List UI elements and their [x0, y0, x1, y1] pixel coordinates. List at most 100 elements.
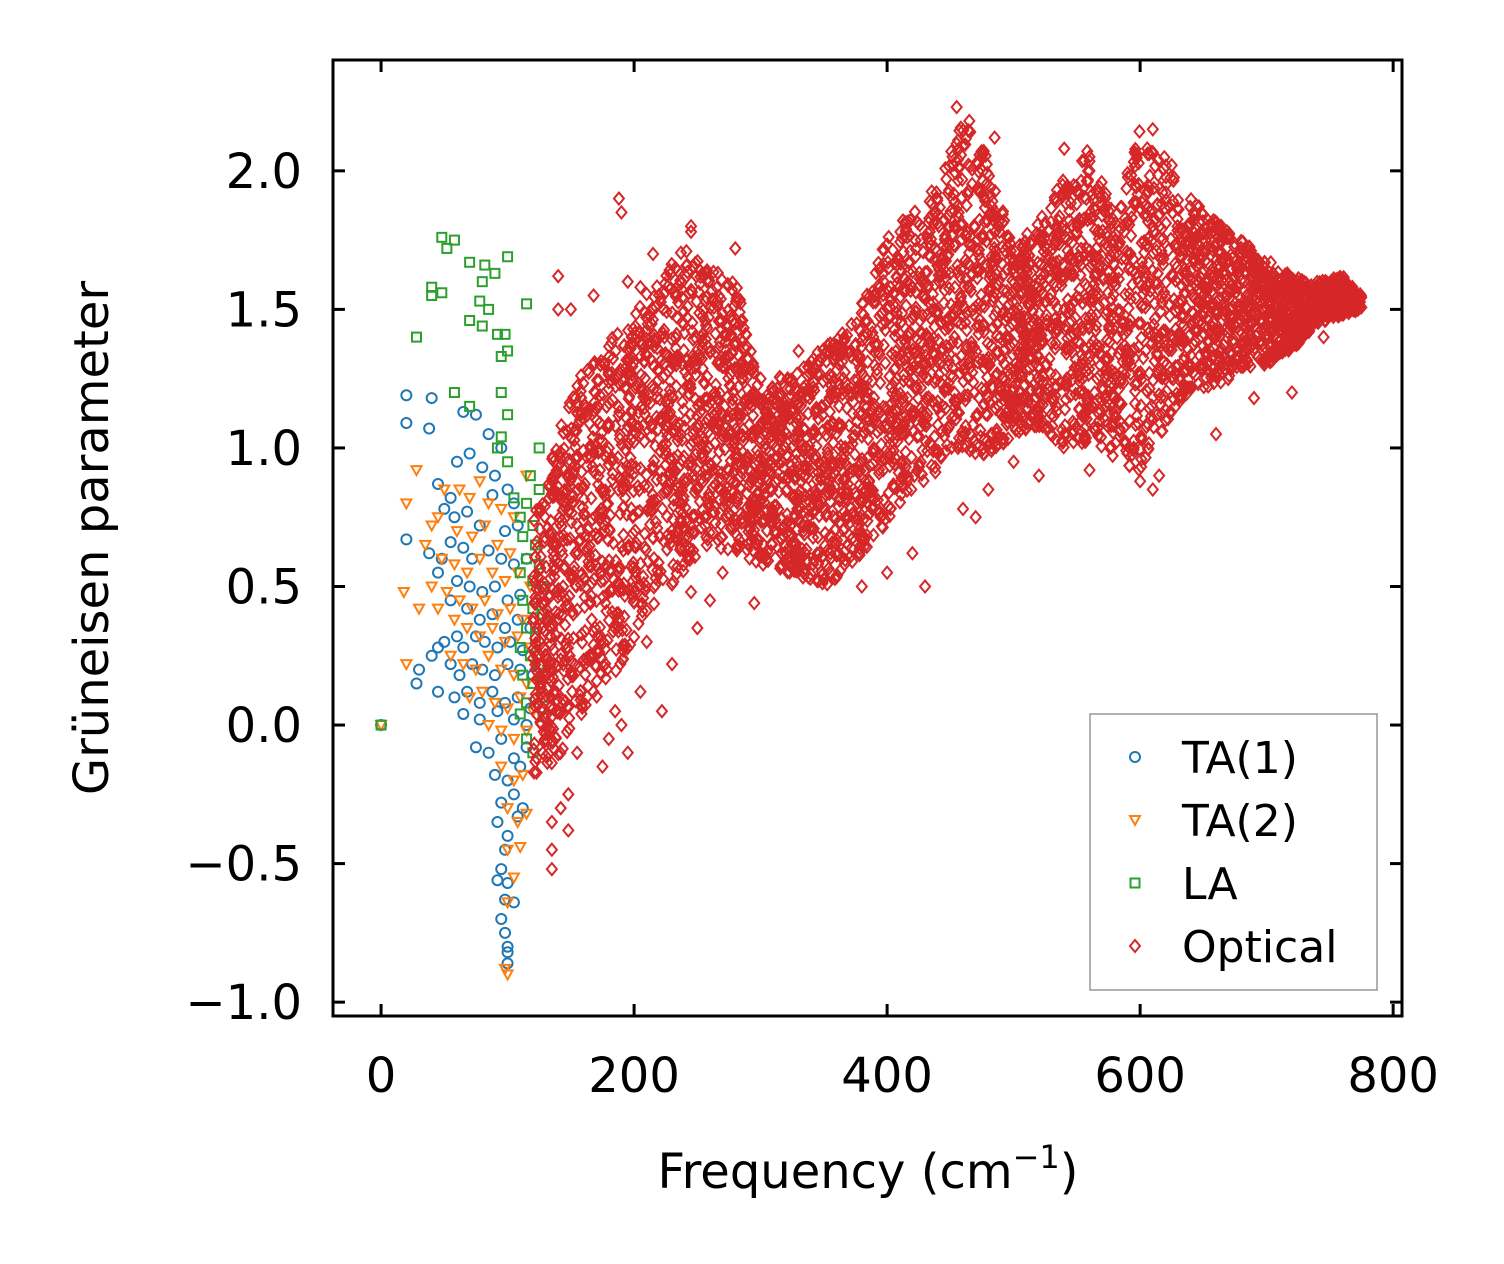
optical-point: [890, 269, 903, 285]
optical-point: [551, 704, 564, 720]
optical-point: [1049, 335, 1063, 351]
series-ta-2: [374, 465, 540, 982]
optical-point: [777, 518, 791, 534]
optical-point: [1244, 358, 1257, 374]
optical-point: [650, 472, 664, 488]
optical-point: [544, 629, 558, 645]
optical-point: [1094, 189, 1107, 205]
optical-point: [667, 492, 681, 508]
ta-2-point: [469, 664, 483, 677]
ta-1-point: [491, 641, 504, 654]
optical-point: [549, 604, 563, 620]
optical-point: [599, 449, 613, 465]
optical-point: [789, 536, 803, 552]
optical-point: [886, 242, 900, 258]
la-point: [514, 641, 526, 653]
optical-point: [1120, 180, 1133, 197]
optical-point: [621, 341, 635, 357]
optical-point: [1128, 395, 1142, 412]
optical-point: [688, 391, 702, 407]
optical-point: [1070, 419, 1083, 435]
optical-point: [1227, 331, 1240, 348]
optical-point: [656, 501, 669, 517]
optical-point: [1206, 314, 1220, 330]
optical-point: [794, 545, 807, 561]
optical-point: [665, 331, 678, 347]
optical-point: [897, 244, 910, 260]
optical-point: [957, 373, 970, 389]
optical-point: [754, 514, 768, 530]
la-point: [495, 387, 507, 399]
optical-point: [903, 227, 916, 243]
optical-point: [657, 322, 671, 338]
ta-1-point: [400, 533, 413, 546]
optical-point: [667, 557, 680, 573]
optical-point: [984, 435, 997, 451]
optical-point: [663, 382, 677, 398]
optical-point: [707, 264, 720, 280]
optical-point: [715, 405, 729, 421]
ta-2-point: [519, 725, 534, 738]
optical-point: [1070, 196, 1083, 212]
optical-point: [592, 468, 605, 484]
optical-point: [958, 299, 971, 315]
optical-point: [978, 190, 991, 206]
optical-point: [735, 510, 749, 526]
optical-point: [1178, 364, 1191, 380]
optical-point: [1079, 276, 1092, 293]
optical-point: [902, 373, 915, 389]
optical-point: [629, 459, 643, 475]
ta-2-point: [465, 531, 479, 544]
optical-point: [1087, 293, 1100, 309]
optical-point: [1238, 274, 1251, 290]
optical-point: [947, 186, 961, 202]
ta-1-point: [450, 455, 463, 468]
ta-1-point: [457, 707, 470, 720]
optical-point: [1134, 364, 1147, 381]
ta-1-point: [448, 511, 461, 524]
la-point: [479, 259, 491, 271]
ta-2-point: [475, 686, 489, 699]
optical-point: [1087, 276, 1101, 293]
optical-point: [773, 386, 786, 402]
optical-point: [687, 508, 700, 524]
optical-point: [620, 422, 633, 438]
optical-point: [1063, 212, 1076, 228]
optical-point: [726, 391, 740, 408]
optical-point: [725, 282, 739, 298]
optical-point: [555, 543, 568, 559]
optical-point: [928, 459, 942, 475]
optical-point: [1135, 451, 1148, 467]
optical-point: [955, 172, 969, 188]
optical-point: [656, 325, 670, 341]
optical-point: [845, 316, 858, 332]
la-point: [464, 314, 476, 326]
ta-2-point: [452, 484, 467, 497]
ta-2-point: [473, 476, 487, 489]
optical-point: [538, 593, 552, 609]
optical-point: [1135, 254, 1149, 270]
ta-2-point: [503, 548, 517, 561]
optical-point: [636, 336, 650, 352]
optical-point: [806, 529, 820, 546]
optical-point: [612, 399, 625, 415]
ta-1-point: [448, 691, 461, 704]
ta-2-point: [494, 664, 508, 677]
optical-point: [870, 366, 884, 382]
la-point: [464, 256, 476, 268]
optical-point: [590, 688, 603, 705]
ta-2-point: [397, 587, 411, 600]
optical-point: [1150, 338, 1164, 354]
optical-point: [807, 382, 821, 399]
optical-point: [581, 521, 595, 538]
la-point: [514, 567, 526, 579]
optical-point: [612, 482, 625, 498]
optical-point: [528, 736, 541, 752]
optical-point: [1130, 408, 1144, 424]
optical-point: [1107, 286, 1120, 302]
ta-1-point: [444, 491, 457, 504]
optical-point: [914, 380, 928, 396]
optical-point: [793, 499, 807, 515]
optical-point: [676, 314, 689, 330]
